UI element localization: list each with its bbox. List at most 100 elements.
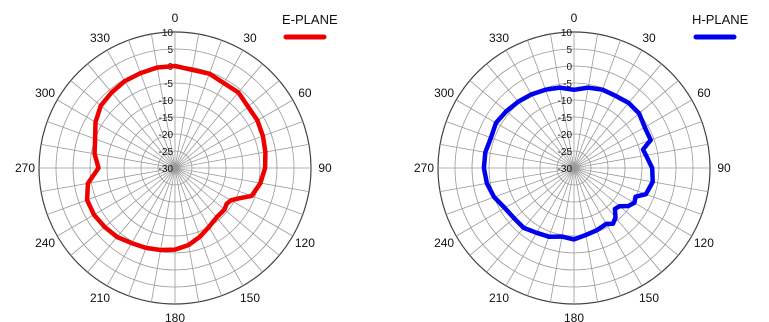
- angular-gridline: [573, 143, 709, 169]
- radial-tick-label: 0: [566, 62, 572, 73]
- h-plane-pattern-line: [481, 85, 655, 242]
- angular-gridline: [573, 167, 702, 215]
- angular-gridline: [174, 121, 303, 169]
- angle-tick-label: 60: [697, 86, 711, 100]
- angle-tick-label: 150: [639, 291, 659, 305]
- angular-gridline: [505, 50, 575, 169]
- e-plane-pattern-line: [84, 63, 268, 253]
- angular-gridline: [174, 50, 244, 169]
- angular-gridline: [446, 121, 575, 169]
- angular-gridline: [174, 167, 200, 303]
- angular-gridline: [573, 99, 692, 169]
- angular-gridline: [469, 80, 575, 169]
- angular-gridline: [549, 33, 575, 169]
- angular-gridline: [174, 167, 222, 296]
- angular-gridline: [439, 167, 575, 193]
- angular-gridline: [174, 80, 280, 169]
- radial-tick-label: -5: [563, 79, 572, 90]
- angle-tick-label: 210: [90, 291, 110, 305]
- angle-tick-label: 90: [318, 161, 332, 175]
- angular-gridline: [57, 99, 176, 169]
- angle-tick-label: 270: [414, 161, 434, 175]
- angular-gridline: [456, 167, 575, 237]
- e-plane-polar-chart: 1050-5-10-15-20-25-300306090120150180210…: [15, 11, 338, 322]
- angle-tick-label: 180: [564, 311, 584, 322]
- radial-tick-label: -30: [558, 164, 573, 175]
- angular-gridline: [106, 50, 176, 169]
- angular-gridline: [573, 80, 679, 169]
- angular-gridline: [40, 167, 176, 193]
- angular-gridline: [446, 167, 575, 215]
- radial-tick-label: -15: [159, 113, 174, 124]
- angular-gridline: [174, 99, 293, 169]
- angular-gridline: [70, 167, 176, 256]
- angular-gridline: [573, 63, 662, 169]
- radial-tick-label: -25: [558, 147, 573, 158]
- angle-tick-label: 0: [571, 11, 578, 25]
- angular-gridline: [174, 143, 310, 169]
- angular-gridline: [469, 167, 575, 256]
- angle-tick-label: 30: [642, 31, 656, 45]
- legend-label: H-PLANE: [692, 12, 749, 27]
- angular-gridline: [439, 143, 575, 169]
- radial-tick-label: -10: [558, 96, 573, 107]
- legend-label: E-PLANE: [282, 12, 338, 27]
- angular-gridline: [505, 167, 575, 286]
- h-plane-polar-chart: 10 5 0 -5 -10 -15 -20 -25 -30 0 30 60 90 120 150 180 210…: [414, 11, 749, 322]
- angle-tick-label: 240: [35, 236, 55, 250]
- radial-tick-label: -30: [159, 164, 174, 175]
- angular-gridline: [573, 167, 643, 286]
- angle-tick-label: 60: [298, 86, 312, 100]
- angle-tick-label: 300: [434, 86, 454, 100]
- angle-tick-label: 150: [240, 291, 260, 305]
- angular-gridline: [87, 167, 176, 273]
- angular-gridline: [527, 40, 575, 169]
- angular-gridline: [70, 80, 176, 169]
- angular-gridline: [106, 167, 176, 286]
- radial-tick-label: -5: [164, 79, 173, 90]
- angular-gridline: [47, 167, 176, 215]
- angular-gridline: [174, 167, 280, 256]
- angle-tick-label: 210: [489, 291, 509, 305]
- angle-tick-label: 330: [90, 31, 110, 45]
- angle-tick-label: 270: [15, 161, 35, 175]
- angular-gridline: [573, 121, 702, 169]
- radial-tick-label: -25: [159, 147, 174, 158]
- angular-gridline: [486, 167, 575, 273]
- angular-gridline: [174, 167, 310, 193]
- angular-gridline: [150, 33, 176, 169]
- radial-tick-label: -15: [558, 113, 573, 124]
- angle-tick-label: 180: [165, 311, 185, 322]
- angular-gridline: [128, 40, 176, 169]
- angular-gridline: [174, 33, 200, 169]
- angle-tick-label: 120: [295, 236, 315, 250]
- radial-tick-label: 5: [566, 45, 572, 56]
- angle-tick-label: 120: [694, 236, 714, 250]
- angular-gridline: [573, 50, 643, 169]
- angle-tick-label: 0: [172, 11, 179, 25]
- angle-tick-label: 330: [489, 31, 509, 45]
- radial-tick-label: -20: [558, 130, 573, 141]
- radial-tick-label: 5: [167, 45, 173, 56]
- angular-gridline: [456, 99, 575, 169]
- angular-gridline: [527, 167, 575, 296]
- angular-gridline: [174, 63, 263, 169]
- angular-gridline: [40, 143, 176, 169]
- angular-gridline: [573, 40, 621, 169]
- angular-gridline: [573, 33, 599, 169]
- angular-gridline: [87, 63, 176, 169]
- angular-gridline: [174, 167, 303, 215]
- angular-gridline: [128, 167, 176, 296]
- angular-gridline: [573, 167, 709, 193]
- angular-gridline: [573, 167, 662, 273]
- angle-tick-label: 240: [434, 236, 454, 250]
- angular-gridline: [174, 167, 263, 273]
- angle-tick-label: 90: [717, 161, 731, 175]
- radial-tick-label: -10: [159, 96, 174, 107]
- angle-tick-label: 300: [35, 86, 55, 100]
- angular-gridline: [150, 167, 176, 303]
- radial-tick-label: 10: [561, 28, 573, 39]
- angular-gridline: [174, 40, 222, 169]
- angular-gridline: [47, 121, 176, 169]
